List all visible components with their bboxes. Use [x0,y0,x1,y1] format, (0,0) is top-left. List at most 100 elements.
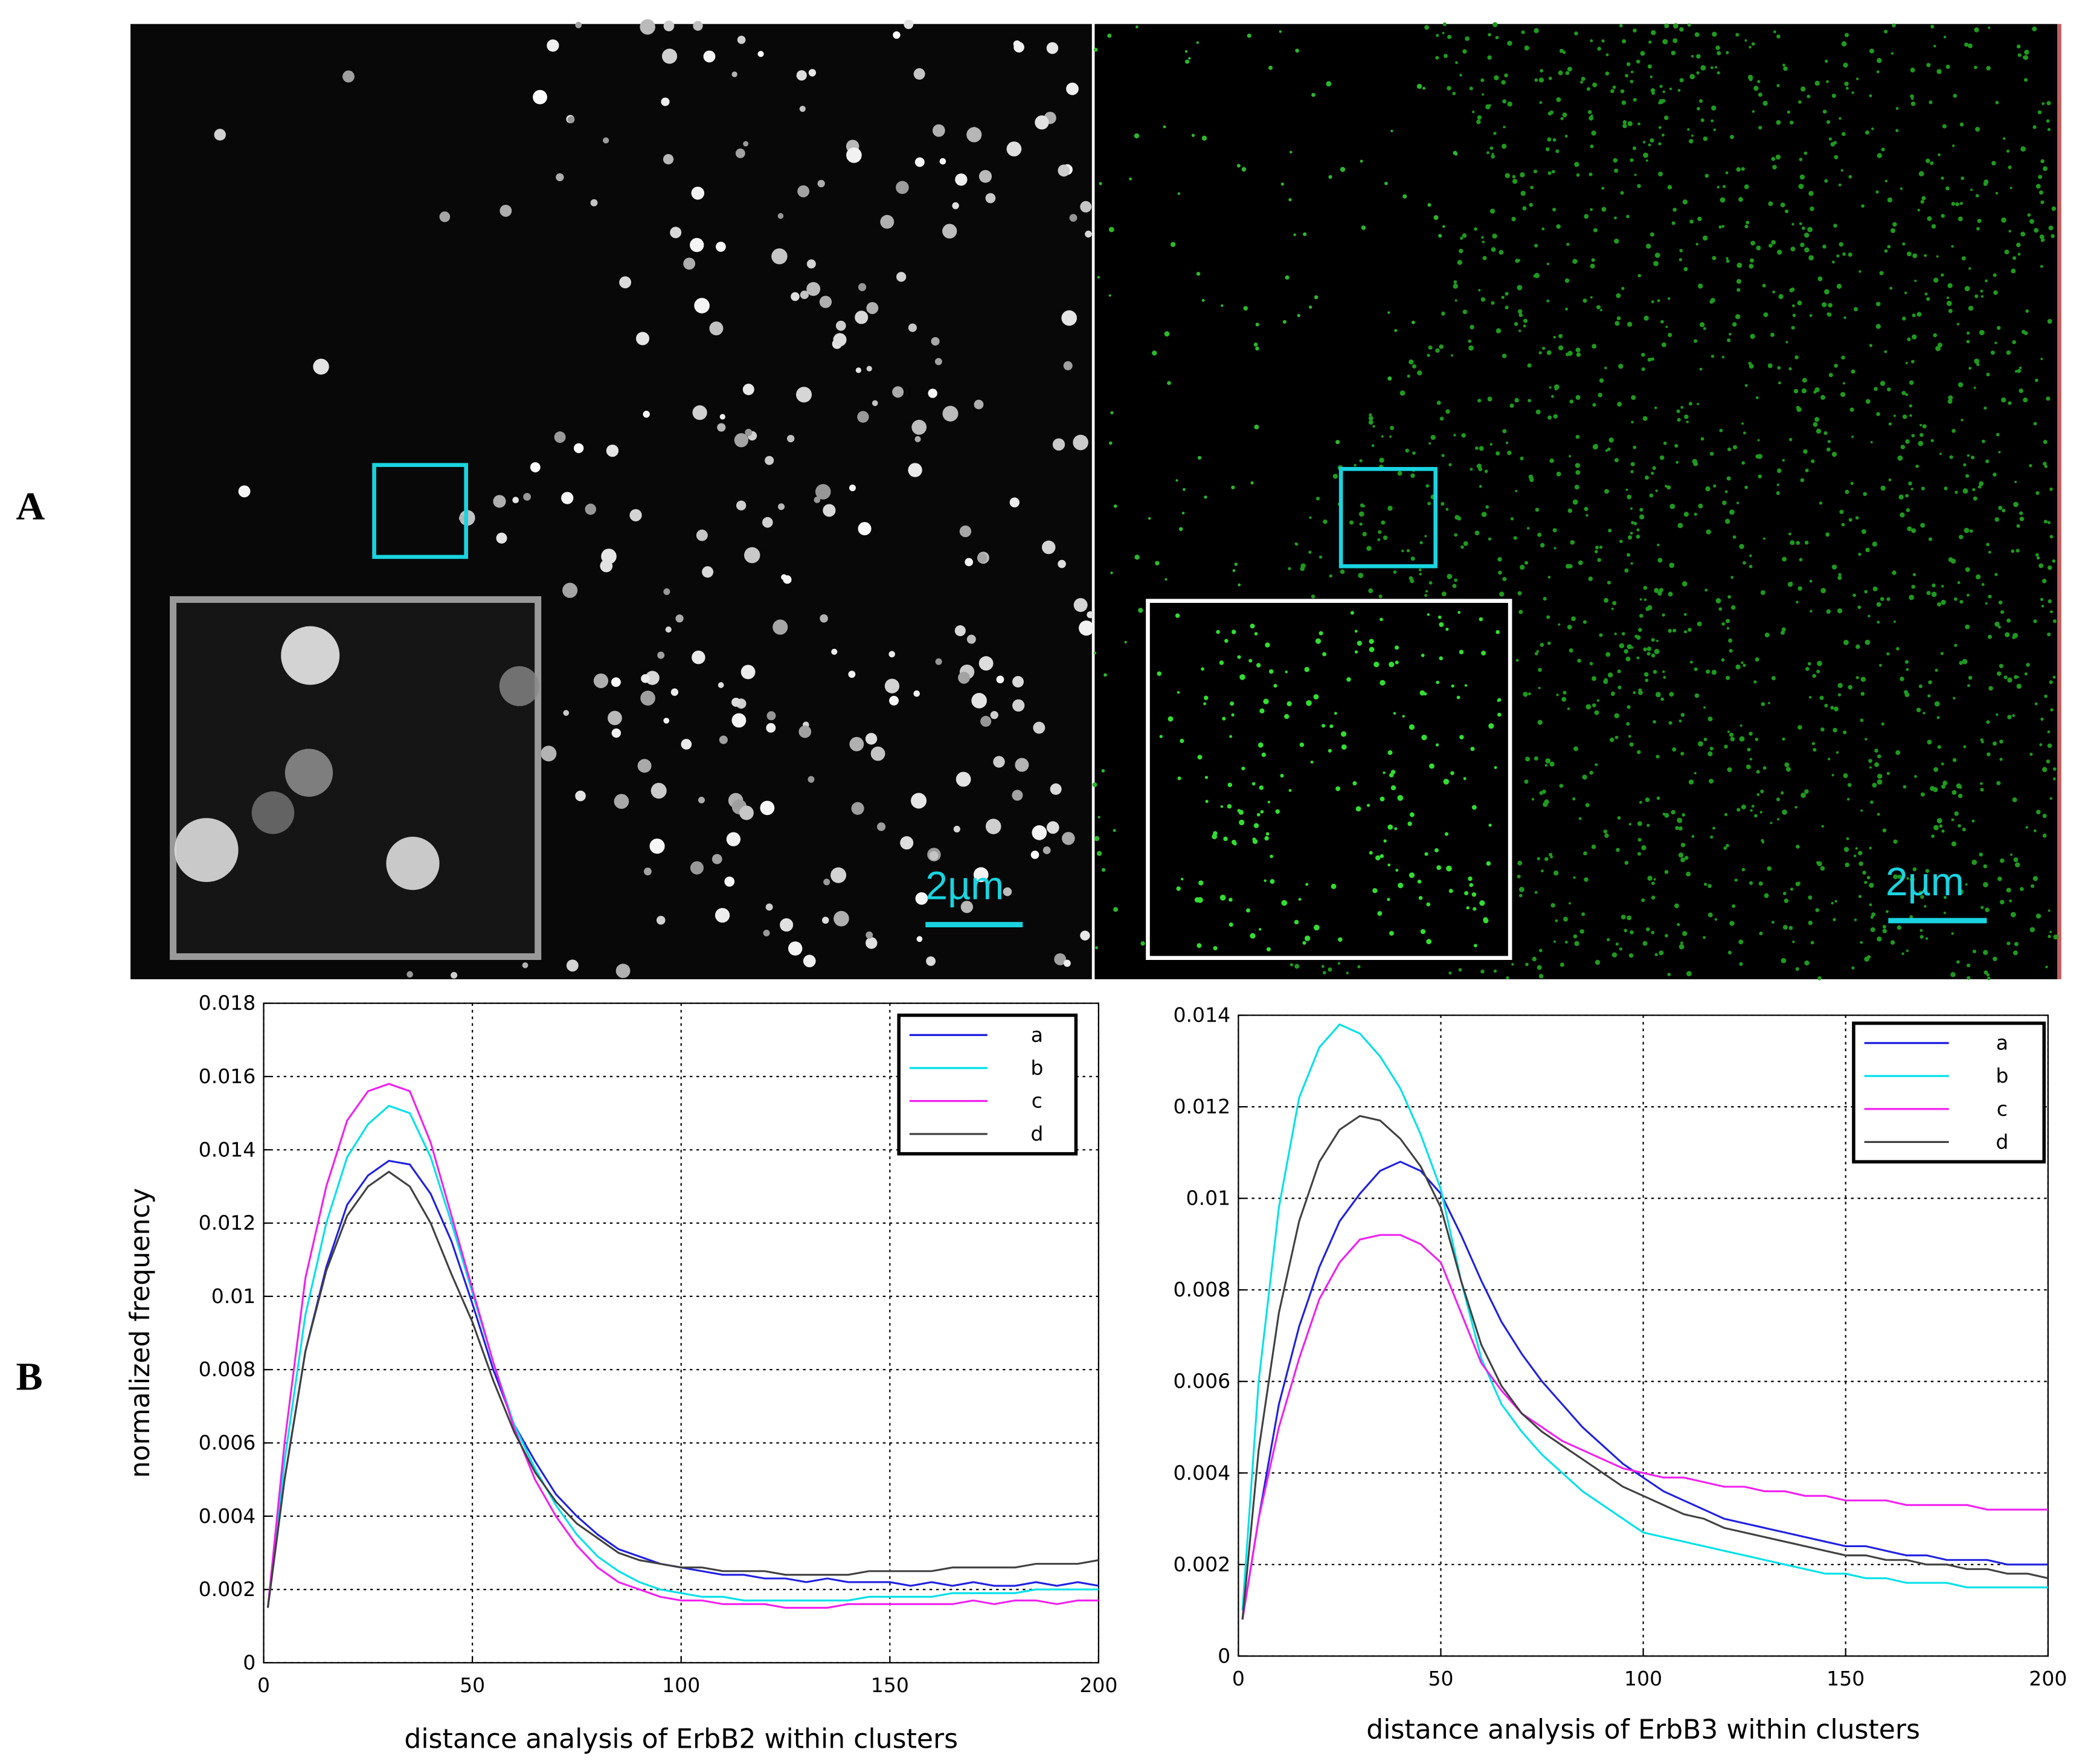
spot [1570,540,1575,545]
spot [640,19,655,35]
spot [1427,501,1431,506]
spot [1397,794,1404,801]
spot [563,710,570,716]
spot [1645,797,1650,802]
spot [1637,184,1641,188]
spot [960,901,973,913]
spot [1459,649,1464,655]
spot [1058,164,1070,177]
spot [1219,660,1224,665]
spot [952,202,959,210]
spot [1909,915,1913,919]
spot [1183,488,1186,491]
spot [1054,953,1067,965]
spot [1886,910,1889,913]
spot [1281,900,1288,906]
spot [1435,743,1439,747]
spot [1962,488,1968,494]
spot [643,868,652,875]
spot [1063,361,1073,370]
spot [1940,652,1944,655]
spot [1646,927,1650,932]
spot [1335,440,1340,445]
spot [1614,735,1619,739]
spot [1668,721,1672,725]
spot [1554,387,1558,391]
spot [1108,441,1113,445]
spot [1724,518,1730,524]
spot [1984,406,1987,410]
spot [1247,33,1251,38]
spot [1870,927,1875,932]
spot [1888,478,1892,481]
spot [1657,543,1660,547]
spot [1958,785,1962,789]
spot [1541,227,1545,231]
spot [715,908,730,923]
spot [1582,620,1587,624]
spot [1871,912,1876,917]
spot [1646,823,1650,827]
spot [2000,610,2005,614]
spot [643,410,650,418]
spot [1373,662,1380,668]
spot [614,794,629,809]
spot [1910,94,1914,98]
spot [1739,962,1743,966]
spot [2050,708,2054,712]
spot [1626,214,1630,219]
spot [737,36,746,44]
spot [1945,64,1950,69]
spot [726,832,741,846]
spot [1556,471,1561,477]
spot [1175,479,1178,482]
spot [1847,783,1852,787]
spot [1633,98,1637,102]
spot [1538,77,1544,83]
spot [1619,643,1625,649]
legend-box [897,1013,1078,1156]
spot [1696,71,1700,75]
spot [1424,594,1428,597]
spot [1525,756,1531,762]
spot [2002,137,2006,140]
spot [1767,866,1772,871]
spot [1948,309,1953,314]
y-axis-label: normalized frequency [125,1188,156,1478]
spot [1482,256,1487,260]
spot [1914,279,1917,282]
spot [800,291,809,300]
spot [1707,716,1713,722]
spot [1682,813,1686,817]
spot [1654,953,1658,956]
spot [1932,583,1936,588]
spot [1647,605,1653,611]
spot [1134,133,1140,139]
spot [1683,613,1687,616]
spot [788,941,803,956]
spot [1459,735,1464,740]
spot [1980,295,1984,298]
spot [1650,88,1656,93]
spot [1851,369,1855,374]
spot [1588,115,1594,121]
spot [1721,355,1725,359]
spot [1910,359,1915,364]
spot [1678,819,1682,823]
spot [849,484,856,492]
spot [1480,297,1486,302]
spot [1994,622,2000,627]
spot [1517,285,1523,291]
spot [1845,862,1849,868]
spot [2047,633,2051,637]
spot [2009,186,2013,189]
spot [1837,608,1843,614]
spot [1637,852,1642,856]
spot [1604,597,1609,603]
spot [977,553,988,563]
spot [1833,918,1836,921]
spot [1824,703,1828,708]
spot [926,956,936,966]
spot [1792,314,1796,317]
spot [342,70,355,83]
